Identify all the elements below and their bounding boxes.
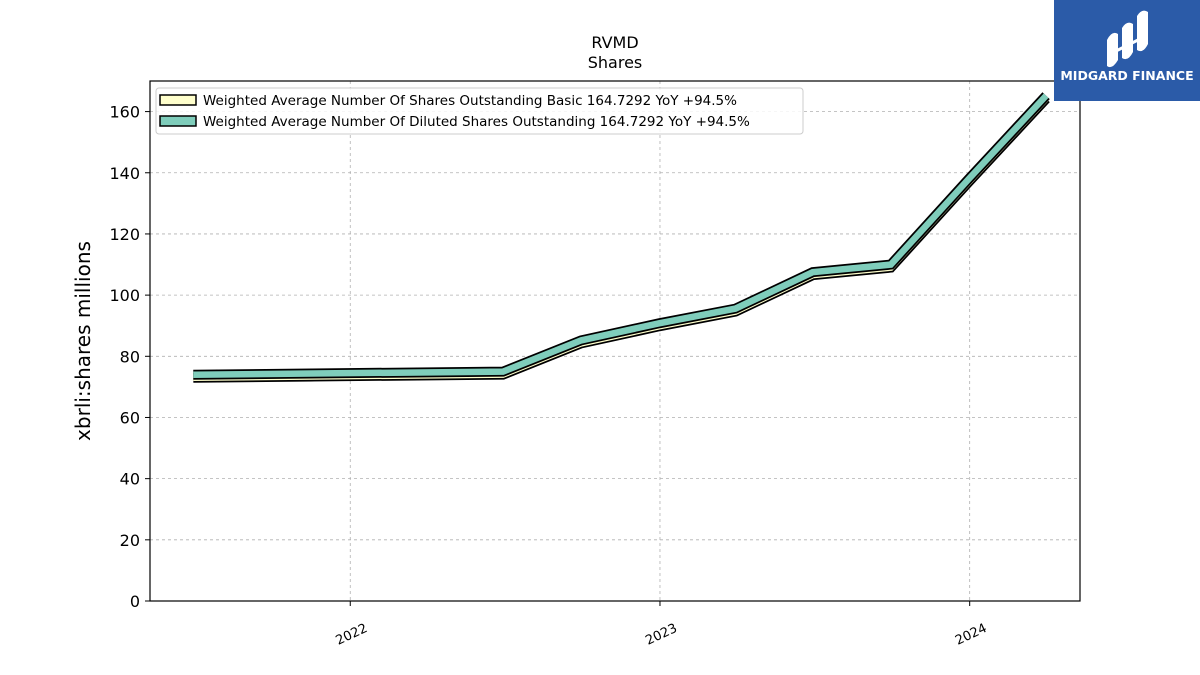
y-tick-label: 120	[109, 225, 140, 244]
midgard-finance-logo: MIDGARD FINANCE	[1054, 0, 1200, 101]
legend-box	[155, 87, 804, 135]
y-tick-label: 160	[109, 103, 140, 122]
y-tick-label: 80	[120, 347, 140, 366]
y-axis: 0 20 40 60 80 100 120 140 160	[109, 103, 150, 611]
x-tick-label: 2022	[334, 621, 370, 649]
logo-mark-icon	[1107, 10, 1148, 68]
legend: Weighted Average Number Of Shares Outsta…	[155, 87, 804, 135]
y-tick-label: 0	[130, 592, 140, 611]
chart-title: RVMD	[591, 33, 638, 52]
plot-frame	[149, 80, 1081, 602]
legend-label-diluted: Weighted Average Number Of Diluted Share…	[203, 114, 750, 130]
y-tick-label: 140	[109, 164, 140, 183]
legend-label-basic: Weighted Average Number Of Shares Outsta…	[203, 93, 737, 109]
logo-text: MIDGARD FINANCE	[1060, 68, 1194, 83]
y-tick-label: 20	[120, 531, 140, 550]
y-axis-label: xbrli:shares millions	[71, 241, 95, 441]
y-tick-label: 60	[120, 408, 140, 427]
y-tick-label: 40	[120, 470, 140, 489]
series-layer	[193, 92, 1050, 383]
legend-swatch-diluted	[159, 115, 197, 127]
x-tick-label: 2024	[953, 621, 989, 649]
chart-subtitle: Shares	[588, 53, 643, 72]
y-tick-label: 100	[109, 286, 140, 305]
x-axis: 2022 2023 2024	[334, 601, 989, 649]
legend-swatch-basic	[159, 94, 197, 106]
series-line-diluted	[193, 93, 1049, 378]
x-tick-label: 2023	[643, 621, 679, 649]
